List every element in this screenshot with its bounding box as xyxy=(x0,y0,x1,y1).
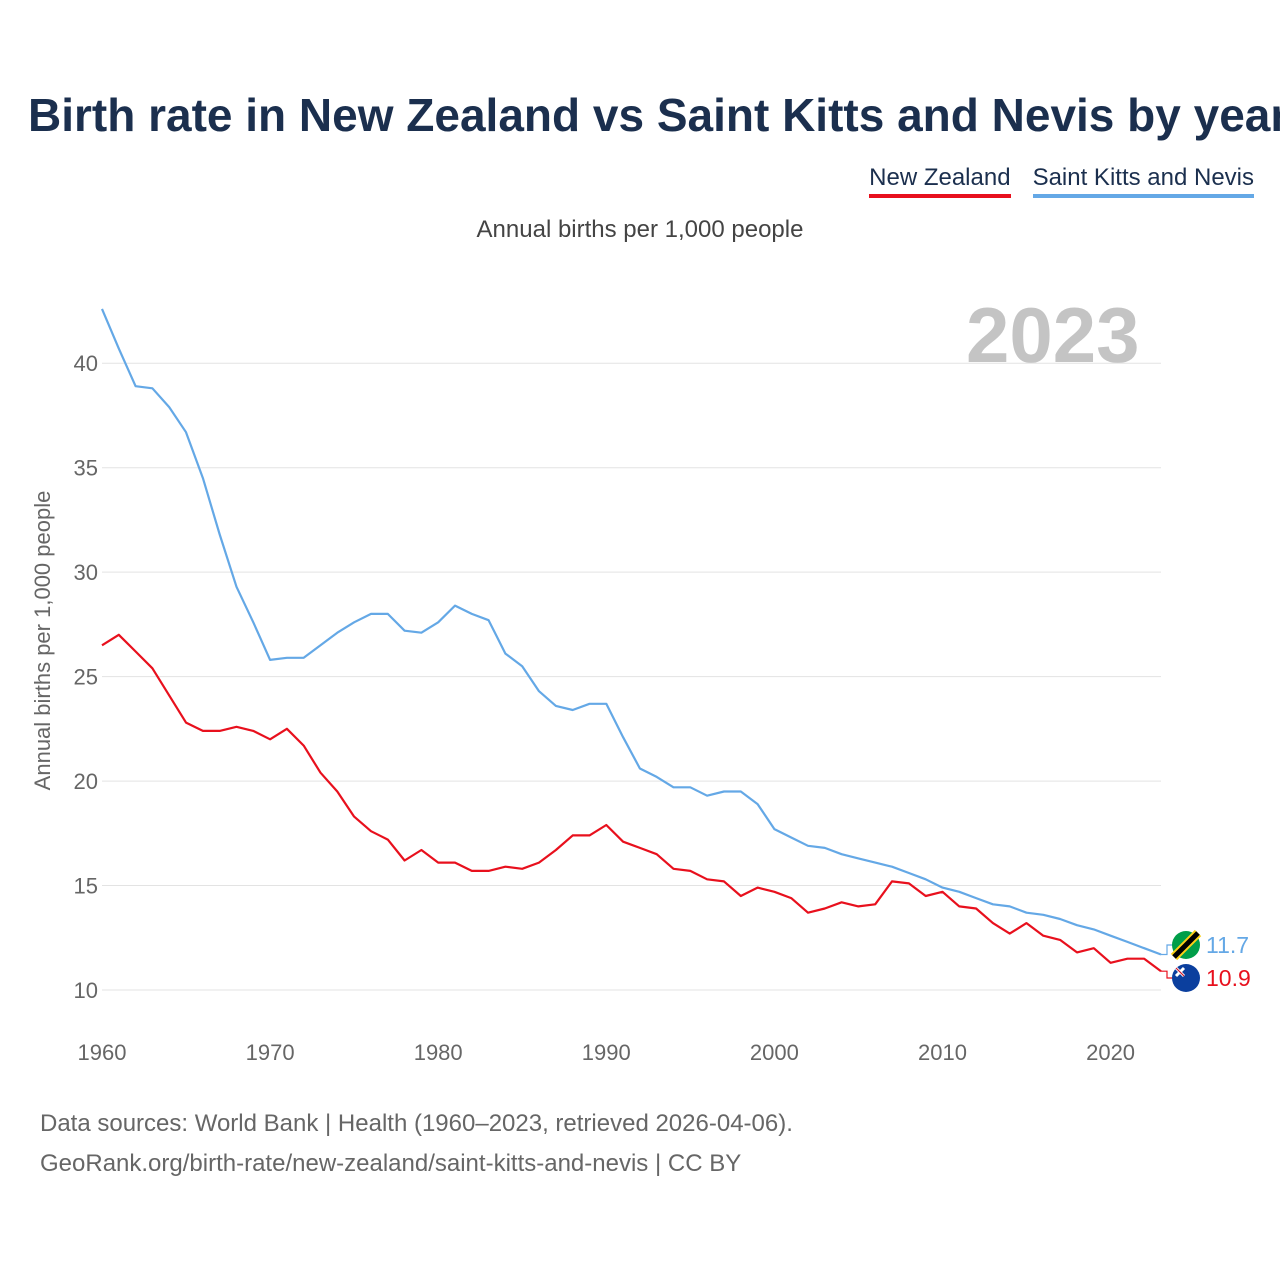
chart-title: Birth rate in New Zealand vs Saint Kitts… xyxy=(28,89,1280,141)
chart-subtitle: Annual births per 1,000 people xyxy=(476,216,804,243)
source-line-2[interactable]: GeoRank.org/birth-rate/new-zealand/saint… xyxy=(40,1150,742,1177)
flag-icon-union-red xyxy=(1175,967,1185,977)
y-tick-label: 15 xyxy=(74,874,98,899)
end-value-label-new-zealand: 10.9 xyxy=(1206,965,1251,991)
y-tick-label: 40 xyxy=(74,351,98,376)
y-tick-label: 20 xyxy=(74,769,98,794)
x-tick-label: 2000 xyxy=(750,1040,799,1065)
x-tick-label: 2020 xyxy=(1086,1040,1135,1065)
x-tick-label: 1960 xyxy=(78,1040,127,1065)
series-line-saint-kitts-and-nevis xyxy=(100,308,1162,956)
legend-item-saint-kitts-and-nevis[interactable]: Saint Kitts and Nevis xyxy=(1032,164,1254,198)
connector-new-zealand xyxy=(1161,970,1173,979)
y-tick-label: 30 xyxy=(74,560,98,585)
year-watermark: 2023 xyxy=(966,291,1140,379)
data-source: Data sources: World Bank | Health (1960–… xyxy=(40,1104,793,1184)
x-tick-label: 1990 xyxy=(582,1040,631,1065)
y-tick-label: 35 xyxy=(74,456,98,481)
x-tick-label: 1970 xyxy=(246,1040,295,1065)
y-axis-label: Annual births per 1,000 people xyxy=(30,491,55,791)
connector-saint-kitts-and-nevis xyxy=(1161,944,1173,956)
y-tick-label: 10 xyxy=(74,978,98,1003)
source-line-1: Data sources: World Bank | Health (1960–… xyxy=(40,1110,793,1137)
series-line-new-zealand xyxy=(101,633,1162,973)
legend-item-new-zealand[interactable]: New Zealand xyxy=(869,164,1011,198)
x-tick-label: 2010 xyxy=(918,1040,967,1065)
flag-icon-black-band xyxy=(1172,931,1200,959)
x-tick-label: 1980 xyxy=(414,1040,463,1065)
end-value-label-saint-kitts-and-nevis: 11.7 xyxy=(1206,932,1249,958)
y-tick-label: 25 xyxy=(74,665,98,690)
legend: New Zealand Saint Kitts and Nevis xyxy=(869,164,1254,198)
